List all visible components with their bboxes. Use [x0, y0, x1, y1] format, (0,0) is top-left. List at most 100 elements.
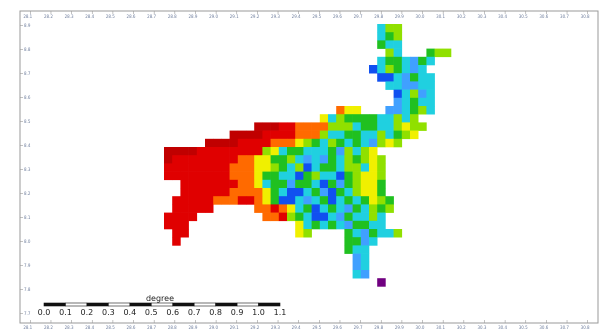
raster-cell: [180, 196, 189, 205]
scale-bar-label: 1.1: [274, 308, 287, 317]
raster-cell: [377, 130, 386, 140]
raster-cell: [164, 171, 173, 181]
raster-cell: [336, 147, 345, 156]
raster-cell: [385, 130, 394, 140]
raster-cell: [410, 130, 419, 140]
raster-cell: [328, 188, 337, 197]
scale-bar-label: 0.3: [102, 308, 115, 317]
raster-cell: [352, 196, 362, 205]
raster-cell: [303, 229, 312, 238]
left-tick-label: 8.9: [24, 23, 31, 28]
raster-cell: [393, 89, 403, 99]
raster-cell: [237, 155, 247, 164]
raster-cell: [336, 179, 345, 189]
raster-cell: [360, 253, 370, 263]
raster-cell: [385, 122, 394, 131]
top-tick-label: 30.4: [498, 14, 507, 19]
raster-cell: [352, 171, 362, 181]
raster-cell: [426, 89, 435, 99]
raster-cell: [319, 171, 329, 181]
raster-cell: [319, 212, 329, 222]
raster-cell: [377, 220, 386, 230]
raster-cell: [303, 122, 312, 131]
raster-cell: [344, 237, 353, 246]
raster-cell: [377, 73, 386, 82]
bottom-tick-label: 30.8: [581, 325, 590, 330]
raster-cell: [393, 81, 403, 90]
raster-cell: [270, 171, 280, 181]
raster-cell: [188, 147, 198, 156]
raster-cell: [401, 81, 411, 90]
raster-cell: [205, 138, 214, 148]
raster-cell: [344, 188, 353, 197]
raster-cell: [410, 73, 419, 82]
raster-cell: [410, 89, 419, 99]
raster-cell: [344, 212, 353, 222]
raster-cell: [336, 130, 345, 140]
bottom-tick-label: 29.9: [395, 325, 404, 330]
raster-cell: [262, 204, 271, 213]
raster-cell: [401, 106, 411, 115]
bottom-tick-label: 30.4: [498, 325, 507, 330]
raster-cell: [369, 237, 378, 246]
raster-cell: [328, 163, 337, 172]
raster-cell: [336, 204, 345, 213]
raster-cell: [303, 220, 312, 230]
raster-cell: [410, 65, 419, 74]
scale-bar-label: 0.8: [209, 308, 222, 317]
left-tick-label: 8.7: [24, 71, 31, 76]
raster-cell: [246, 188, 255, 197]
top-axis-ticks: 28.1 28.2 28.3 28.4 28.5 28.6 28.7 28.8 28.9 29.0…: [23, 11, 590, 19]
top-tick-label: 30.5: [519, 14, 528, 19]
raster-cell: [344, 179, 353, 189]
raster-cell: [229, 188, 239, 197]
raster-cell: [303, 212, 312, 222]
raster-cell: [213, 155, 222, 164]
raster-cell: [426, 97, 435, 107]
raster-cell: [303, 147, 312, 156]
raster-cell: [369, 147, 378, 156]
raster-cell: [270, 196, 280, 205]
top-tick-label: 30.8: [581, 14, 590, 19]
raster-cell: [229, 171, 239, 181]
raster-cell: [303, 188, 312, 197]
raster-cell: [344, 171, 353, 181]
scale-bar-label: 0.0: [38, 308, 51, 317]
raster-cell: [221, 138, 230, 148]
raster-cell: [393, 130, 403, 140]
raster-cell: [369, 163, 378, 172]
raster-cell: [196, 179, 206, 189]
raster-cell: [311, 204, 321, 213]
raster-cell: [377, 138, 386, 148]
raster-cell: [311, 179, 321, 189]
bottom-tick-label: 28.7: [147, 325, 156, 330]
raster-cell: [221, 188, 230, 197]
raster-cell: [328, 122, 337, 131]
raster-cell: [229, 155, 239, 164]
raster-cell: [180, 171, 189, 181]
raster-cell: [262, 147, 271, 156]
raster-cell: [418, 122, 427, 131]
top-tick-label: 28.6: [127, 14, 136, 19]
raster-cell: [295, 212, 304, 222]
raster-cell: [360, 171, 370, 181]
bottom-tick-label: 28.1: [23, 325, 32, 330]
bottom-tick-label: 30.3: [477, 325, 486, 330]
raster-cell: [180, 147, 189, 156]
raster-cell: [385, 48, 394, 58]
raster-cell: [385, 106, 394, 115]
raster-cell: [311, 163, 321, 172]
bottom-tick-label: 29.4: [292, 325, 301, 330]
raster-cell: [164, 163, 173, 172]
raster-cell: [410, 56, 419, 66]
left-tick-label: 8.0: [24, 239, 31, 244]
raster-cell: [213, 163, 222, 172]
raster-cell: [229, 179, 239, 189]
raster-cell: [385, 73, 394, 82]
bottom-tick-label: 28.6: [127, 325, 136, 330]
raster-cell: [295, 188, 304, 197]
raster-cell: [262, 155, 271, 164]
top-tick-label: 28.8: [168, 14, 177, 19]
